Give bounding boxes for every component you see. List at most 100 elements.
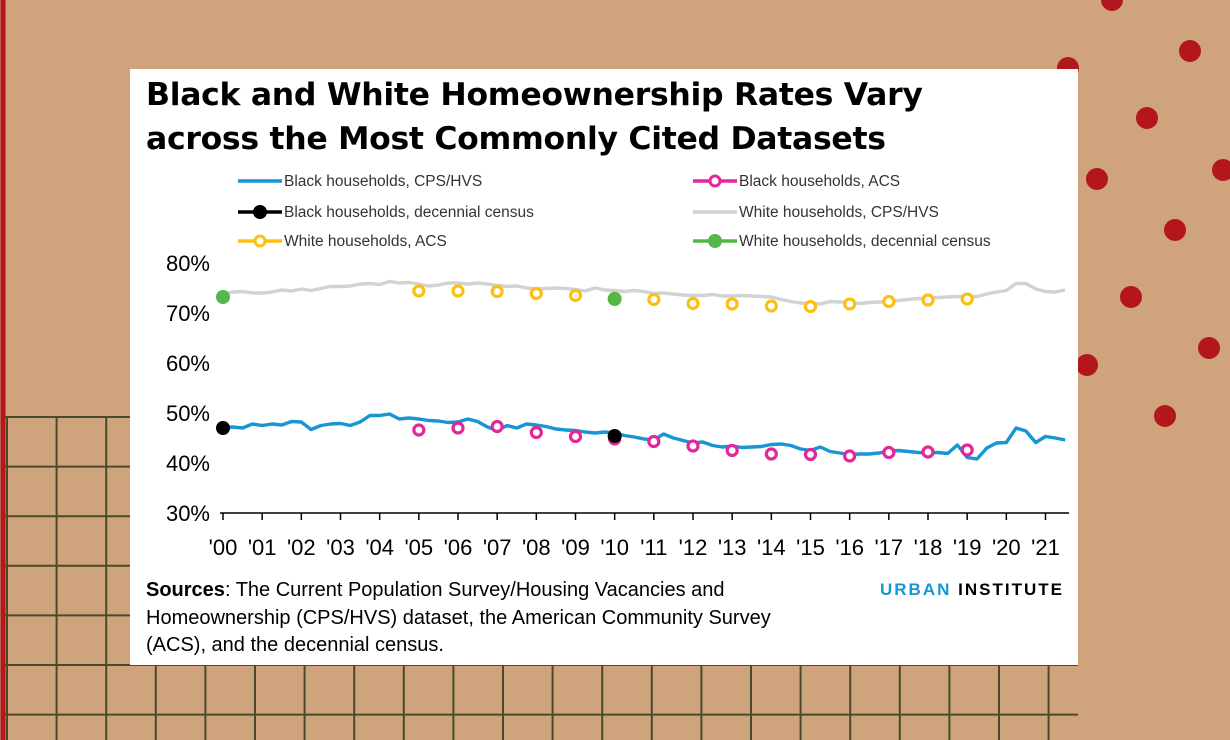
x-tick-label: '12 [679, 535, 708, 560]
x-tick-label: '07 [483, 535, 512, 560]
data-point [216, 290, 230, 304]
data-point [568, 288, 583, 303]
data-point [803, 299, 818, 314]
legend-swatch-marker [253, 234, 267, 248]
data-point [607, 429, 622, 443]
y-axis: 30% 40% 50% 60% 70% 80% [166, 251, 210, 526]
data-point [960, 292, 974, 306]
y-tick-label: 80% [166, 251, 210, 276]
y-tick-label: 60% [166, 351, 210, 376]
y-tick-label: 70% [166, 301, 210, 326]
logo-urban: URBAN [880, 580, 952, 599]
data-point [529, 425, 543, 440]
x-tick-label: '02 [287, 535, 316, 560]
x-tick-label: '21 [1031, 535, 1060, 560]
decorative-dot [1164, 219, 1186, 241]
x-tick-label: '14 [757, 535, 786, 560]
data-point [843, 449, 857, 463]
legend-item: Black households, CPS/HVS [238, 173, 482, 190]
data-point [960, 443, 974, 457]
legend-item: White households, decennial census [693, 233, 991, 250]
decorative-dot [1101, 0, 1123, 11]
decorative-dot [1179, 40, 1201, 62]
data-point [647, 292, 661, 307]
x-tick-label: '17 [874, 535, 903, 560]
decorative-dot [1076, 354, 1098, 376]
legend-swatch-marker [708, 234, 722, 248]
x-tick-label: '08 [522, 535, 551, 560]
data-point [803, 447, 818, 462]
series-line [222, 412, 1066, 461]
decorative-dot [1136, 107, 1158, 129]
legend-label: Black households, decennial census [284, 204, 534, 221]
data-point [529, 286, 543, 301]
series-white-households-cps-hvs [222, 279, 1066, 306]
decorative-dot [1198, 337, 1220, 359]
x-tick-label: '11 [640, 535, 667, 560]
data-point [412, 284, 426, 298]
series-line [222, 279, 1066, 306]
decorative-dot [1212, 159, 1230, 181]
series-white-households-acs [412, 284, 974, 314]
data-point [764, 447, 778, 461]
x-tick-label: '13 [718, 535, 747, 560]
series-black-households-decennial-census [216, 421, 622, 443]
y-tick-label: 30% [166, 501, 210, 526]
x-tick-label: '16 [835, 535, 864, 560]
data-point [490, 419, 504, 434]
x-tick-label: '19 [953, 535, 982, 560]
y-tick-label: 50% [166, 401, 210, 426]
data-point [725, 443, 739, 458]
data-point [412, 423, 426, 437]
decorative-dots [998, 0, 1230, 427]
data-point [725, 297, 739, 311]
x-tick-label: '04 [365, 535, 394, 560]
sources-note: Sources: The Current Population Survey/H… [146, 577, 786, 660]
x-tick-label: '10 [600, 535, 629, 560]
legend-item: Black households, ACS [693, 173, 900, 190]
data-point [921, 293, 935, 307]
x-tick-label: '03 [326, 535, 355, 560]
legend-swatch-marker [708, 174, 722, 188]
chart-title: Black and White Homeownership Rates Vary… [146, 77, 923, 157]
urban-institute-logo: URBAN INSTITUTE [880, 580, 1064, 600]
x-tick-label: '18 [914, 535, 943, 560]
data-point [843, 297, 857, 311]
data-point [921, 445, 935, 459]
data-point [607, 292, 622, 306]
x-tick-label: '09 [561, 535, 590, 560]
x-axis: '00 '01 '02 '03 '04 '05 '06 '07 '08 '09 '10 '11 '12 '… [209, 512, 1069, 560]
decorative-dot [1086, 168, 1108, 190]
x-tick-label: '20 [992, 535, 1021, 560]
data-point [451, 421, 465, 435]
legend-item: Black households, decennial census [238, 204, 534, 221]
data-point [490, 284, 504, 299]
series-black-households-acs [412, 419, 974, 463]
legend-item: White households, ACS [238, 233, 447, 250]
data-point [686, 439, 700, 453]
data-point [686, 296, 700, 311]
legend-label: Black households, ACS [739, 173, 900, 190]
data-point [451, 284, 465, 298]
logo-institute: INSTITUTE [958, 580, 1064, 599]
series-white-households-decennial-census [216, 290, 622, 306]
y-tick-label: 40% [166, 451, 210, 476]
legend-label: Black households, CPS/HVS [284, 173, 482, 190]
series-black-households-cps-hvs [222, 412, 1066, 461]
legend-label: White households, decennial census [739, 233, 991, 250]
data-point [568, 429, 583, 444]
chart-card: Black households, CPS/HVS Black household… [130, 69, 1078, 665]
legend-label: White households, ACS [284, 233, 447, 250]
x-tick-label: '01 [248, 535, 277, 560]
legend-item: White households, CPS/HVS [693, 204, 939, 221]
decorative-dot [1154, 405, 1176, 427]
legend-label: White households, CPS/HVS [739, 204, 939, 221]
data-point [764, 299, 778, 313]
data-point [647, 434, 661, 449]
data-point [882, 445, 896, 460]
x-tick-label: '15 [796, 535, 825, 560]
data-point [216, 421, 230, 435]
x-tick-label: '05 [404, 535, 433, 560]
decorative-dot [1120, 286, 1142, 308]
legend: Black households, CPS/HVS Black household… [238, 173, 991, 250]
